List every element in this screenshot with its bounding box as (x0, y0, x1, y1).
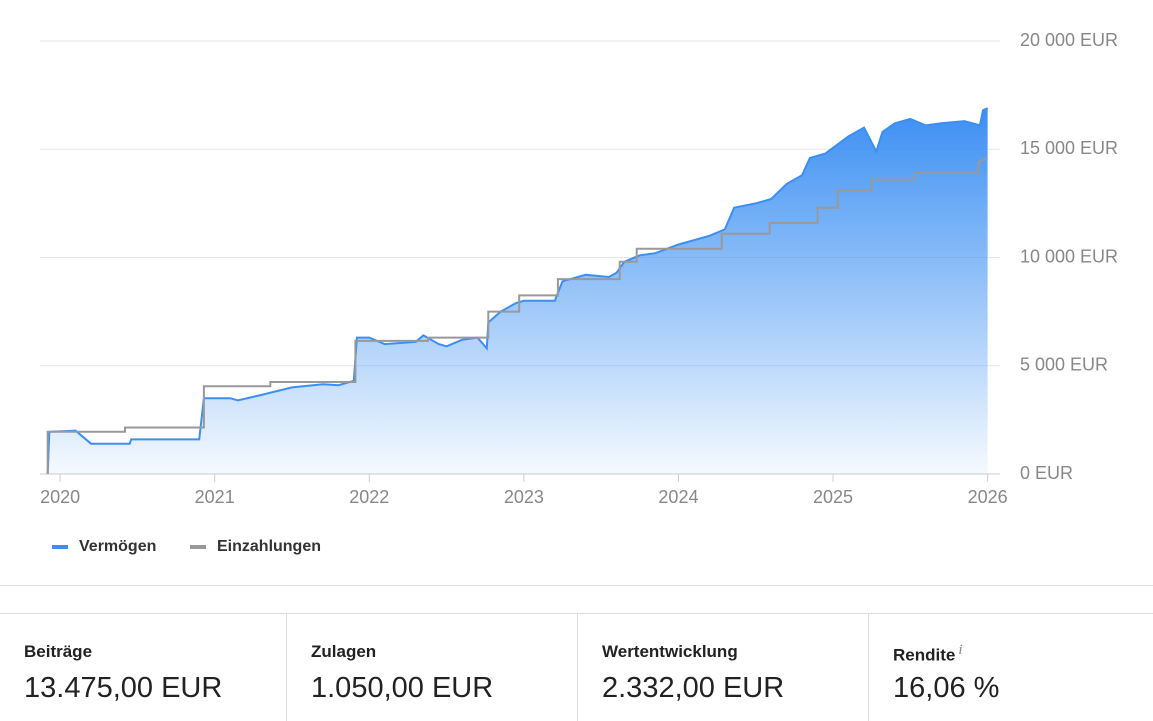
line (46, 156, 989, 474)
x-tick-label: 2022 (349, 487, 389, 507)
y-tick-label: 10 000 EUR (1020, 246, 1118, 266)
x-tick-label: 2021 (195, 487, 235, 507)
x-tick-label: 2023 (504, 487, 544, 507)
x-tick-label: 2024 (658, 487, 698, 507)
y-tick-label: 0 EUR (1020, 463, 1073, 483)
area (47, 108, 988, 474)
summary-label-text: Rendite (893, 645, 956, 665)
legend-label: Einzahlungen (217, 538, 321, 555)
info-icon[interactable]: i (958, 642, 963, 658)
legend-label: Vermögen (79, 538, 156, 555)
summary-label: Rendite i (893, 642, 963, 666)
summary-label: Beiträge (24, 642, 93, 661)
summary-value: 2.332,00 EUR (602, 672, 785, 704)
y-tick-label: 20 000 EUR (1020, 30, 1118, 50)
chart: 0 EUR 5 000 EUR 10 000 EUR 15 000 EUR 20 000… (40, 30, 1118, 555)
summary-value: 1.050,00 EUR (311, 672, 494, 704)
summary-card: Zulagen 1.050,00 EUR (286, 614, 577, 721)
divider (0, 585, 1153, 586)
x-tick-label: 2020 (40, 487, 80, 507)
summary-card: Beiträge 13.475,00 EUR (0, 614, 286, 721)
x-tick-label: 2026 (968, 487, 1008, 507)
summary-value: 16,06 % (893, 672, 1000, 704)
y-tick-label: 5 000 EUR (1020, 355, 1108, 375)
divider (0, 613, 1153, 614)
x-tick-label: 2025 (813, 487, 853, 507)
y-tick-label: 15 000 EUR (1020, 138, 1118, 158)
summary-value: 13.475,00 EUR (24, 672, 223, 704)
summary-label: Wertentwicklung (602, 642, 738, 661)
line (46, 107, 989, 475)
summary-card: Rendite i 16,06 % (868, 614, 1153, 721)
summary-label: Zulagen (311, 642, 377, 661)
summary-card: Wertentwicklung 2.332,00 EUR (577, 614, 868, 721)
